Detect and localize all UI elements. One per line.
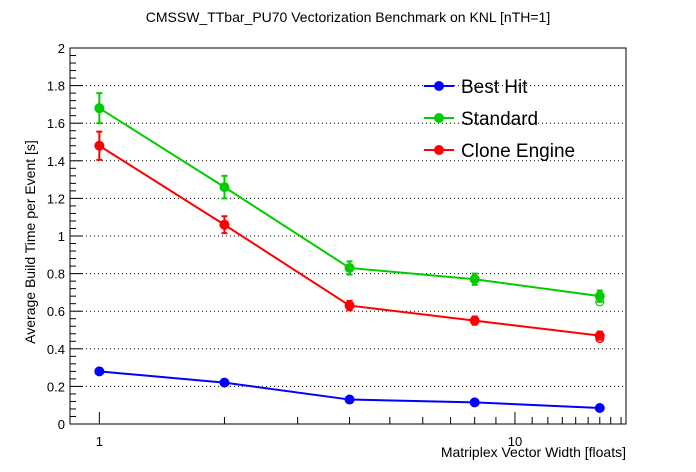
data-point [469,397,480,408]
x-tick-label: 1 [96,434,103,449]
x-axis-label: Matriplex Vector Width [floats] [441,444,626,460]
grid-lines [70,85,626,387]
y-tick-label: 0.2 [47,379,65,394]
legend-label: Clone Engine [461,141,575,162]
series-best-hit [94,366,605,414]
y-tick-label: 1.6 [47,116,65,131]
y-tick-label: 1.2 [47,191,65,206]
series-standard [94,92,605,307]
y-tick-label: 1 [58,229,65,244]
y-tick-label: 1.8 [47,79,65,94]
legend-marker [434,113,444,123]
chart-title: CMSSW_TTbar_PU70 Vectorization Benchmark… [146,9,550,25]
y-tick-label: 1.4 [47,154,65,169]
data-point [344,262,355,273]
data-point [94,140,105,151]
legend-item-best-hit: Best Hit [424,77,528,98]
axis-ticks: 0 0.2 0.4 0.6 0.8 1 1.2 1.4 1.6 1.8 2 1 10 [47,41,622,449]
data-point [344,394,355,405]
y-tick-label: 0.8 [47,267,65,282]
legend-marker [434,145,444,155]
series-layer [94,92,605,414]
legend: Best Hit Standard Clone Engine [424,77,575,162]
legend-label: Best Hit [461,77,528,98]
data-point [469,315,480,326]
x-tick-label: 10 [508,434,522,449]
data-point [219,219,230,230]
data-point [219,377,230,388]
legend-item-standard: Standard [424,109,538,130]
legend-marker [434,81,444,91]
y-tick-label: 0.4 [47,342,65,357]
y-tick-label: 2 [58,41,65,56]
y-axis-label: Average Build Time per Event [s] [22,140,38,344]
y-tick-label: 0.6 [47,304,65,319]
data-point [344,300,355,311]
data-point [594,403,605,414]
legend-label: Standard [461,109,538,130]
series-clone-engine [94,130,605,344]
y-tick-label: 0 [58,417,65,432]
open-marker [595,333,605,344]
data-point [594,330,605,341]
open-marker [595,297,605,307]
data-point [469,274,480,285]
data-point [219,182,230,193]
legend-item-clone-engine: Clone Engine [424,141,575,162]
data-point [94,366,105,377]
data-point [94,103,105,114]
